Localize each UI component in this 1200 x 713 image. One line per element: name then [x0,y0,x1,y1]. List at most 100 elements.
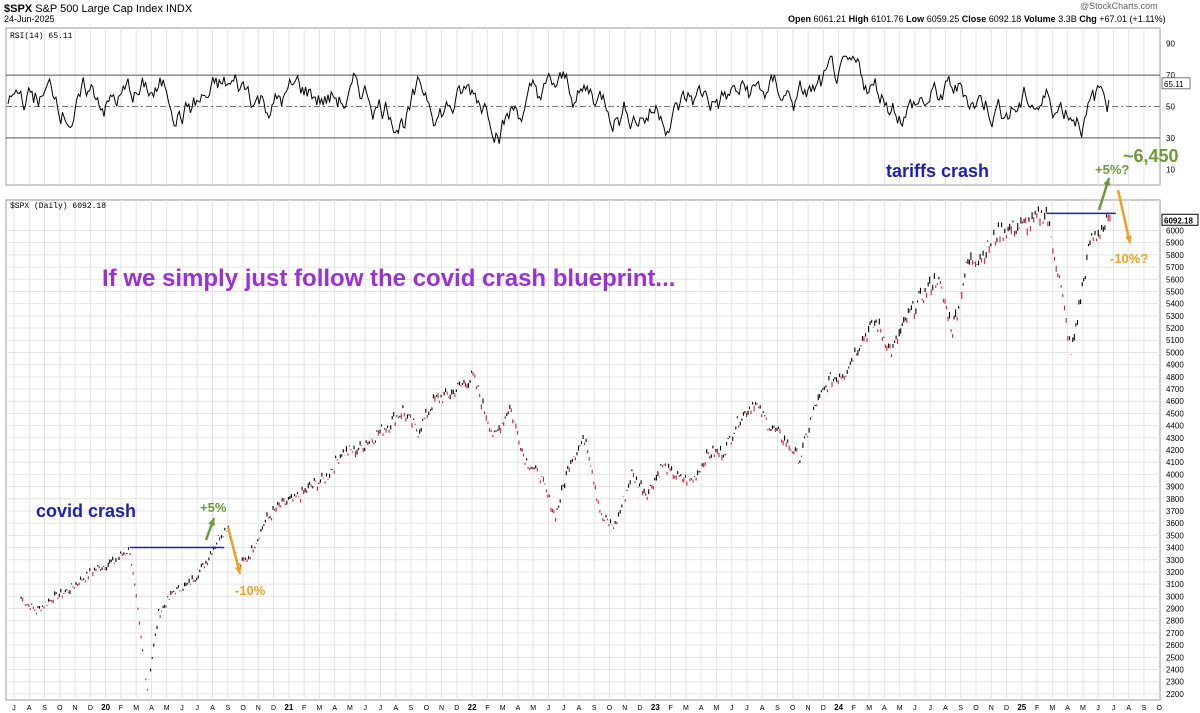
x-tick-label: N [439,705,444,712]
x-tick-label: 20 [101,703,110,712]
x-tick-label: D [1004,705,1009,712]
covid-down-arrow [226,526,242,575]
x-tick-label: N [256,705,261,712]
x-tick-label: D [271,705,276,712]
x-tick-label: S [775,705,780,712]
x-tick-label: J [928,705,932,712]
price-tick-label: 4600 [1166,397,1184,406]
close-label: Close [961,14,987,24]
price-tick-label: 3600 [1166,519,1184,528]
x-tick-label: A [516,705,521,712]
price-tick-label: 4200 [1166,446,1184,455]
x-tick-label: M [316,705,322,712]
price-tick-label: 4300 [1166,434,1184,443]
x-tick-label: M [1049,705,1055,712]
open-label: Open [788,14,812,24]
symbol-title: $SPX S&P 500 Large Cap Index INDX [4,3,192,15]
x-tick-label: 23 [651,703,660,712]
price-tick-label: 3800 [1166,495,1184,504]
rsi-tick-label: 50 [1166,103,1175,112]
x-tick-label: N [622,705,627,712]
price-label: $SPX (Daily) 6092.18 [10,202,106,211]
price-tick-label: 3200 [1166,568,1184,577]
close-value: 6092.18 [988,14,1022,24]
x-tick-label: A [149,705,154,712]
price-tick-label: 5700 [1166,263,1184,272]
x-tick-label: F [485,705,489,712]
low-value: 6059.25 [926,14,960,24]
rsi-current-value: 65.11 [1164,80,1184,89]
x-tick-label: A [577,705,582,712]
price-panel: $SPX (Daily) 6092.18 [5,199,1161,701]
x-tick-label: J [363,705,367,712]
rsi-current-tag [1161,77,1191,90]
x-tick-label: D [88,705,93,712]
high-label: High [848,14,869,24]
x-tick-label: F [852,705,856,712]
x-tick-label: M [683,705,689,712]
x-tick-label: J [547,705,551,712]
tariffs-down-arrow-head [1125,235,1132,243]
x-tick-label: F [1035,705,1039,712]
price-tick-label: 6000 [1166,226,1184,235]
x-tick-label: O [240,705,246,712]
x-tick-label: A [1126,705,1131,712]
x-tick-label: O [973,705,979,712]
price-tick-label: 3400 [1166,544,1184,553]
price-tick-label: 4700 [1166,385,1184,394]
price-tick-label: 4800 [1166,373,1184,382]
covid-down-arrow-head [234,566,242,574]
x-tick-label: F [302,705,306,712]
x-tick-label: M [500,705,506,712]
x-tick-label: O [424,705,430,712]
x-tick-label: S [958,705,963,712]
covid-plus5-label: +5% [200,500,227,515]
rsi-tick-label: 30 [1166,134,1175,143]
price-tick-label: 4500 [1166,409,1184,418]
tariffs-crash-label: tariffs crash [886,161,989,181]
x-tick-label: S [225,705,230,712]
x-tick-label: M [866,705,872,712]
x-tick-label: J [379,705,383,712]
x-tick-label: J [1096,705,1100,712]
price-tick-label: 5100 [1166,336,1184,345]
x-tick-label: F [119,705,123,712]
open-value: 6061.21 [813,14,847,24]
rsi-panel: RSI(14) 65.11 [5,27,1161,186]
x-tick-label: M [897,705,903,712]
price-tick-label: 5400 [1166,300,1184,309]
rsi-tick-label: 70 [1166,71,1175,80]
high-value: 6101.76 [871,14,904,24]
covid-crash-label: covid crash [36,501,136,521]
x-tick-label: M [133,705,139,712]
x-tick-label: A [760,705,765,712]
x-tick-label: N [806,705,811,712]
x-tick-label: A [882,705,887,712]
price-tick-label: 4400 [1166,422,1184,431]
x-tick-label: M [164,705,170,712]
x-tick-label: 21 [284,703,293,712]
x-tick-label: J [745,705,749,712]
price-tick-label: 3700 [1166,507,1184,516]
chart-date: 24-Jun-2025 [4,14,55,24]
rsi-line [7,55,1110,144]
chg-label: Chg [1079,14,1097,24]
target-label: ~6,450 [1123,146,1179,166]
price-tick-label: 2600 [1166,641,1184,650]
chg-value: +67.01 (+1.11%) [1099,14,1166,24]
price-tick-label: 3500 [1166,531,1184,540]
index-name: S&P 500 Large Cap Index [35,3,163,15]
price-tick-label: 5800 [1166,251,1184,260]
symbol: $SPX [4,3,33,15]
x-tick-label: O [57,705,63,712]
price-tick-label: 5500 [1166,287,1184,296]
price-tick-label: 4100 [1166,458,1184,467]
x-tick-label: 22 [468,703,477,712]
rsi-label: RSI(14) 65.11 [10,32,73,41]
price-current-tag [1161,213,1199,226]
tariffs-up-arrow-head [1103,178,1111,186]
price-tick-label: 5900 [1166,239,1184,248]
watermark: @StockCharts.com [1080,1,1158,11]
